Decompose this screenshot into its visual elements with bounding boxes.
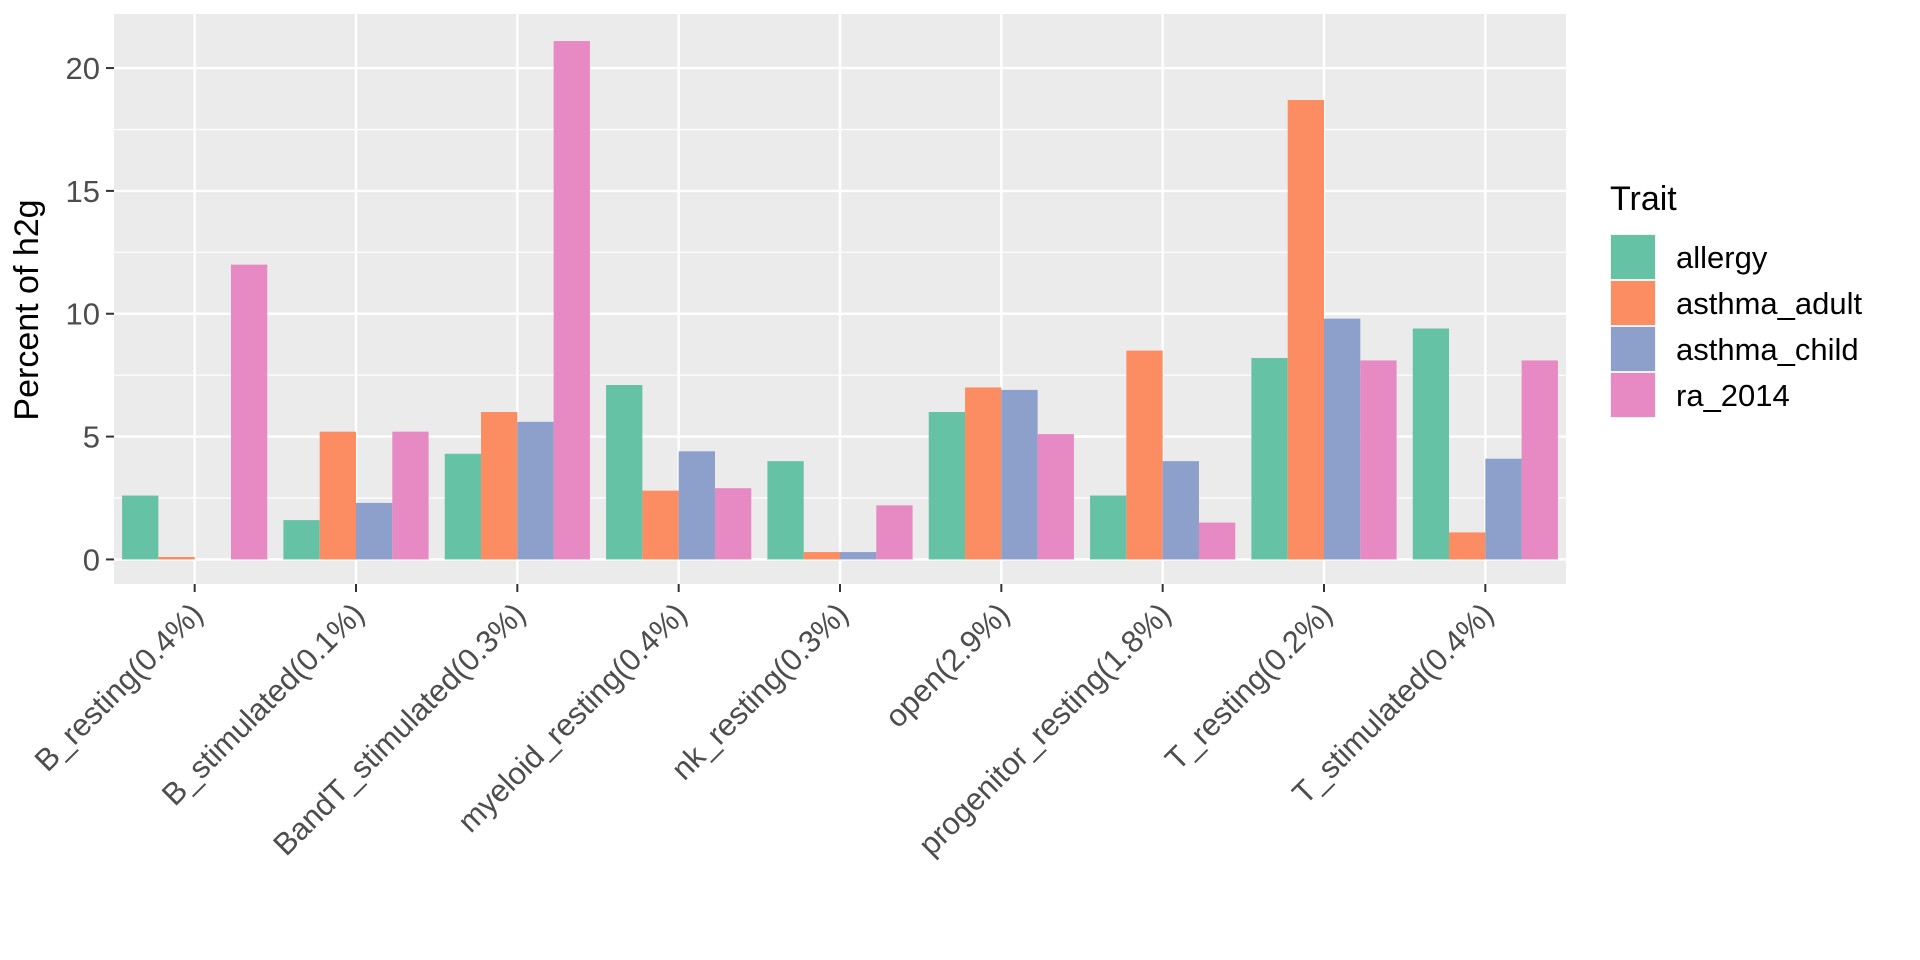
bar-ra_2014 [1037,434,1074,560]
bar-asthma_adult [642,490,679,560]
legend-label-ra_2014: ra_2014 [1676,378,1790,413]
y-tick-label: 20 [66,51,100,86]
legend-key-asthma_adult [1611,281,1655,325]
bar-allergy [767,461,804,560]
bar-allergy [1251,357,1288,560]
bar-asthma_adult [1287,99,1324,560]
bar-allergy [1090,495,1127,560]
y-tick-label: 5 [83,420,100,455]
bar-asthma_adult [319,431,356,560]
bar-allergy [1412,328,1450,560]
y-tick-label: 0 [83,542,100,577]
bar-asthma_child [517,421,554,560]
y-axis-label: Percent of h2g [8,199,46,420]
bar-asthma_adult [1449,532,1486,560]
bar-ra_2014 [1521,360,1558,560]
legend: Trait allergy asthma_adult asthma_child ra_… [1610,180,1863,418]
bar-ra_2014 [230,264,268,560]
bar-ra_2014 [553,41,590,560]
bar-asthma_child [1162,461,1199,560]
legend-title: Trait [1610,180,1677,218]
bars [122,41,1558,560]
bar-allergy [122,495,159,560]
bar-asthma_child [678,451,715,560]
bar-allergy [606,384,643,560]
legend-label-asthma_child: asthma_child [1676,332,1859,367]
bar-asthma_adult [1126,350,1163,560]
bar-ra_2014 [392,431,429,560]
y-tick-label: 15 [66,174,100,209]
legend-label-asthma_adult: asthma_adult [1676,286,1863,321]
bar-allergy [444,453,482,560]
bar-allergy [928,412,966,560]
bar-asthma_adult [481,412,518,560]
bar-ra_2014 [1198,522,1236,560]
bar-asthma_adult [803,552,840,560]
bar-allergy [283,520,320,560]
y-tick-label: 10 [66,297,100,332]
legend-key-asthma_child [1611,327,1655,371]
bar-ra_2014 [876,505,913,560]
bar-asthma_child [356,502,393,560]
bar-asthma_child [1324,318,1361,560]
bar-asthma_adult [965,387,1002,560]
bar-ra_2014 [1360,360,1397,560]
y-axis: 0 5 10 15 20 [66,51,114,577]
legend-key-ra_2014 [1611,373,1655,417]
bar-asthma_child [840,552,877,560]
legend-label-allergy: allergy [1676,240,1768,275]
bar-asthma_child [1001,389,1038,560]
legend-key-allergy [1611,235,1655,279]
bar-ra_2014 [714,488,752,560]
bar-asthma_adult [158,556,195,560]
bar-asthma_child [1485,458,1522,560]
